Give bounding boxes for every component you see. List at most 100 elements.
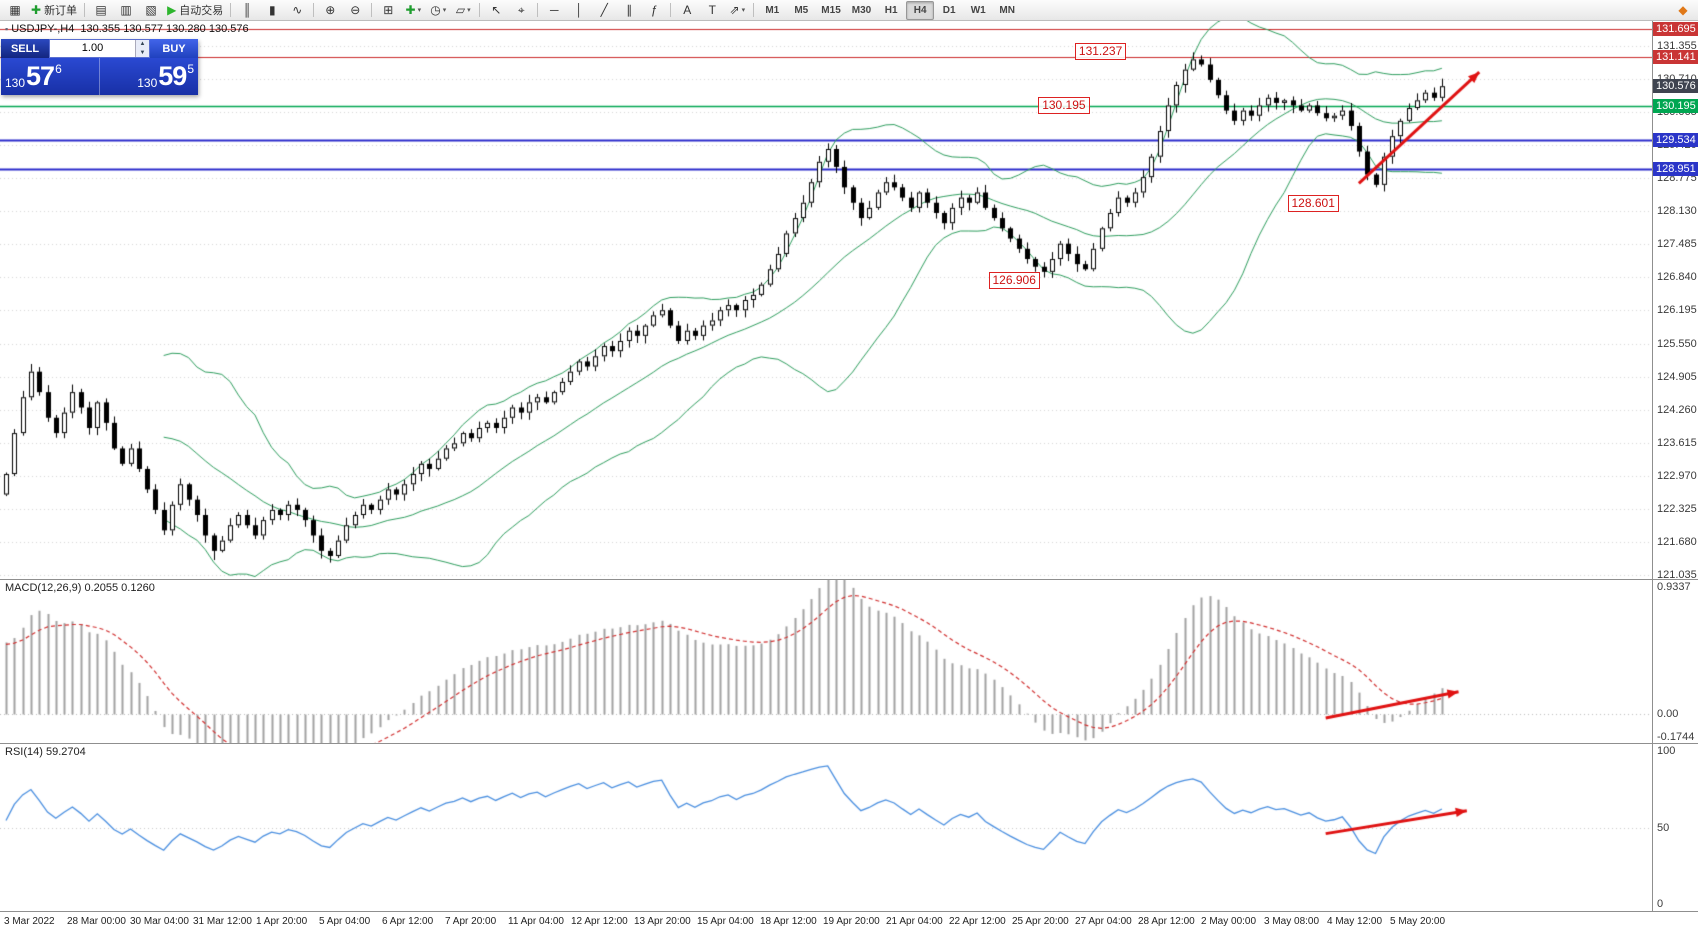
rsi-panel: RSI(14) 59.2704 100 50 0 [0,744,1698,912]
periods-button-dropdown-icon[interactable]: ▾ [442,7,447,14]
toolbar-separator [753,3,755,17]
channel-icon: ∥ [626,3,633,17]
price-tick: 126.840 [1657,271,1697,284]
volume-decrease-button[interactable]: ▼ [136,48,149,57]
new-chart-button[interactable]: ▦ [3,1,27,20]
rsi-axis[interactable]: 100 50 0 [1652,744,1698,911]
zoom-in-button[interactable]: ⊕ [318,1,342,20]
crosshair-button[interactable]: ⌖ [509,1,533,20]
price-axis[interactable]: 131.355130.710130.065129.420128.775128.1… [1652,21,1698,579]
line-chart-button[interactable]: ∿ [285,1,309,20]
timeframe-m1-button[interactable]: M1 [765,4,780,16]
templates-button-dropdown-icon[interactable]: ▾ [467,7,471,14]
timeframe-h4-button[interactable]: H4 [906,0,935,20]
timeframe-mn-button[interactable]: MN [999,4,1015,16]
toolbar-separator [670,3,672,17]
toolbar-separator [313,3,315,17]
sell-price-pips: 57 [26,61,55,91]
crosshair-icon: ⌖ [517,3,525,17]
arrows-button[interactable]: ⇗ ▾ [725,1,749,20]
sell-price[interactable]: 130 57 6 [1,58,100,95]
macd-axis[interactable]: 0.9337 0.00 -0.1744 [1652,580,1698,743]
volume-field[interactable]: 1.00 ▲ ▼ [49,39,150,58]
zoom-in-icon: ⊕ [325,3,336,17]
tile-windows-icon: ⊞ [383,3,394,17]
navigator-button[interactable]: ▧ [139,1,163,20]
zoom-out-button[interactable]: ⊖ [343,1,367,20]
arrows-button-dropdown-icon[interactable]: ▾ [741,7,746,14]
time-label: 28 Apr 12:00 [1138,916,1195,927]
volume-value[interactable]: 1.00 [81,42,104,54]
bar-chart-button[interactable]: ║ [235,1,259,20]
time-label: 27 Apr 04:00 [1075,916,1132,927]
symbol-icon: ▪ [5,24,9,34]
price-tick: 124.905 [1657,370,1697,383]
trendline-button[interactable]: ╱ [592,1,616,20]
price-annotation-131.237[interactable]: 131.237 [1074,43,1127,61]
auto-trading-button[interactable]: ▶ 自动交易 [164,1,226,20]
price-chart-plot: ▪ USDJPY-,H4 130.355 130.577 130.280 130.5… [0,21,1652,579]
templates-icon: ▱ [455,3,466,17]
bar-chart-icon: ║ [243,3,252,17]
time-label: 19 Apr 20:00 [823,916,880,927]
buy-button[interactable]: BUY [150,39,198,58]
time-axis[interactable]: 3 Mar 2022 28 Mar 00:00 30 Mar 04:00 31 Mar… [0,912,1698,935]
timeframe-m15-button[interactable]: M15 [821,4,841,16]
text-button[interactable]: A [675,1,699,20]
toolbar: ▦ ✚ 新订单 ▤ ▥ ▧ ▶ 自动交易 ║ ▮ ∿ ⊕ ⊖ ⊞ ✚ ▾ ◷ ▾ ▱ ▾ ↖ ⌖ ─ │ ╱ ∥ ƒ A T ⇗ ▾ M1 M5… [0,0,1698,21]
rsi-canvas[interactable] [0,744,1652,911]
data-window-button[interactable]: ▥ [114,1,138,20]
channel-button[interactable]: ∥ [617,1,641,20]
time-label: 28 Mar 00:00 [67,916,126,927]
time-label: 2 May 00:00 [1201,916,1257,927]
timeframe-m5-button[interactable]: M5 [794,4,809,16]
candlestick-chart-button[interactable]: ▮ [260,1,284,20]
cursor-button[interactable]: ↖ [484,1,508,20]
price-tick: 128.130 [1657,205,1697,218]
toolbar-separator [537,3,539,17]
timeframe-d1-button[interactable]: D1 [942,4,956,16]
buy-price[interactable]: 130 59 5 [100,58,198,95]
timeframe-h1-button[interactable]: H1 [884,4,898,16]
timeframe-m30-button[interactable]: M30 [851,4,872,16]
templates-button[interactable]: ▱ ▾ [451,1,475,20]
timeframe-w1-button[interactable]: W1 [970,4,986,16]
symbol-period-label: USDJPY-,H4 [11,23,75,35]
text-label-icon: T [708,3,716,17]
vertical-line-button[interactable]: │ [567,1,591,20]
buy-price-point: 5 [187,62,194,76]
price-chart-canvas[interactable] [0,21,1652,579]
volume-increase-button[interactable]: ▲ [136,40,149,49]
price-annotation-130.195[interactable]: 130.195 [1038,96,1090,114]
fibonacci-button[interactable]: ƒ [642,1,666,20]
market-watch-button[interactable]: ▤ [89,1,113,20]
macd-tick: 0.9337 [1657,581,1691,593]
trendline-icon: ╱ [600,3,608,17]
ohlc-values: 130.355 130.577 130.280 130.576 [80,23,249,35]
indicators-button[interactable]: ✚ ▾ [401,1,425,20]
rsi-plot: RSI(14) 59.2704 [0,744,1652,911]
price-tick: 131.355 [1657,40,1697,53]
text-label-button[interactable]: T [700,1,724,20]
price-annotation-126.906[interactable]: 126.906 [988,272,1040,290]
tile-windows-button[interactable]: ⊞ [376,1,400,20]
buy-price-pips: 59 [158,61,187,91]
time-label: 22 Apr 12:00 [949,916,1006,927]
price-box-131.141: 131.141 [1653,50,1698,65]
price-annotation-128.601[interactable]: 128.601 [1287,195,1339,213]
alerts-button[interactable]: ◆ [1671,1,1695,20]
macd-panel: MACD(12,26,9) 0.2055 0.1260 0.9337 0.00 -0… [0,580,1698,744]
sell-button[interactable]: SELL [1,39,49,58]
macd-canvas[interactable] [0,580,1652,743]
periods-button[interactable]: ◷ ▾ [426,1,450,20]
price-tick: 124.260 [1657,403,1697,416]
arrows-icon: ⇗ [729,3,740,17]
time-label: 13 Apr 20:00 [634,916,691,927]
new-order-button-label: 新订单 [44,5,78,17]
indicators-button-dropdown-icon[interactable]: ▾ [417,7,422,14]
price-tick: 121.680 [1657,535,1697,548]
horizontal-line-button[interactable]: ─ [542,1,566,20]
new-order-button[interactable]: ✚ 新订单 [28,1,80,20]
price-tick: 122.325 [1657,502,1697,515]
navigator-icon: ▧ [145,3,157,17]
